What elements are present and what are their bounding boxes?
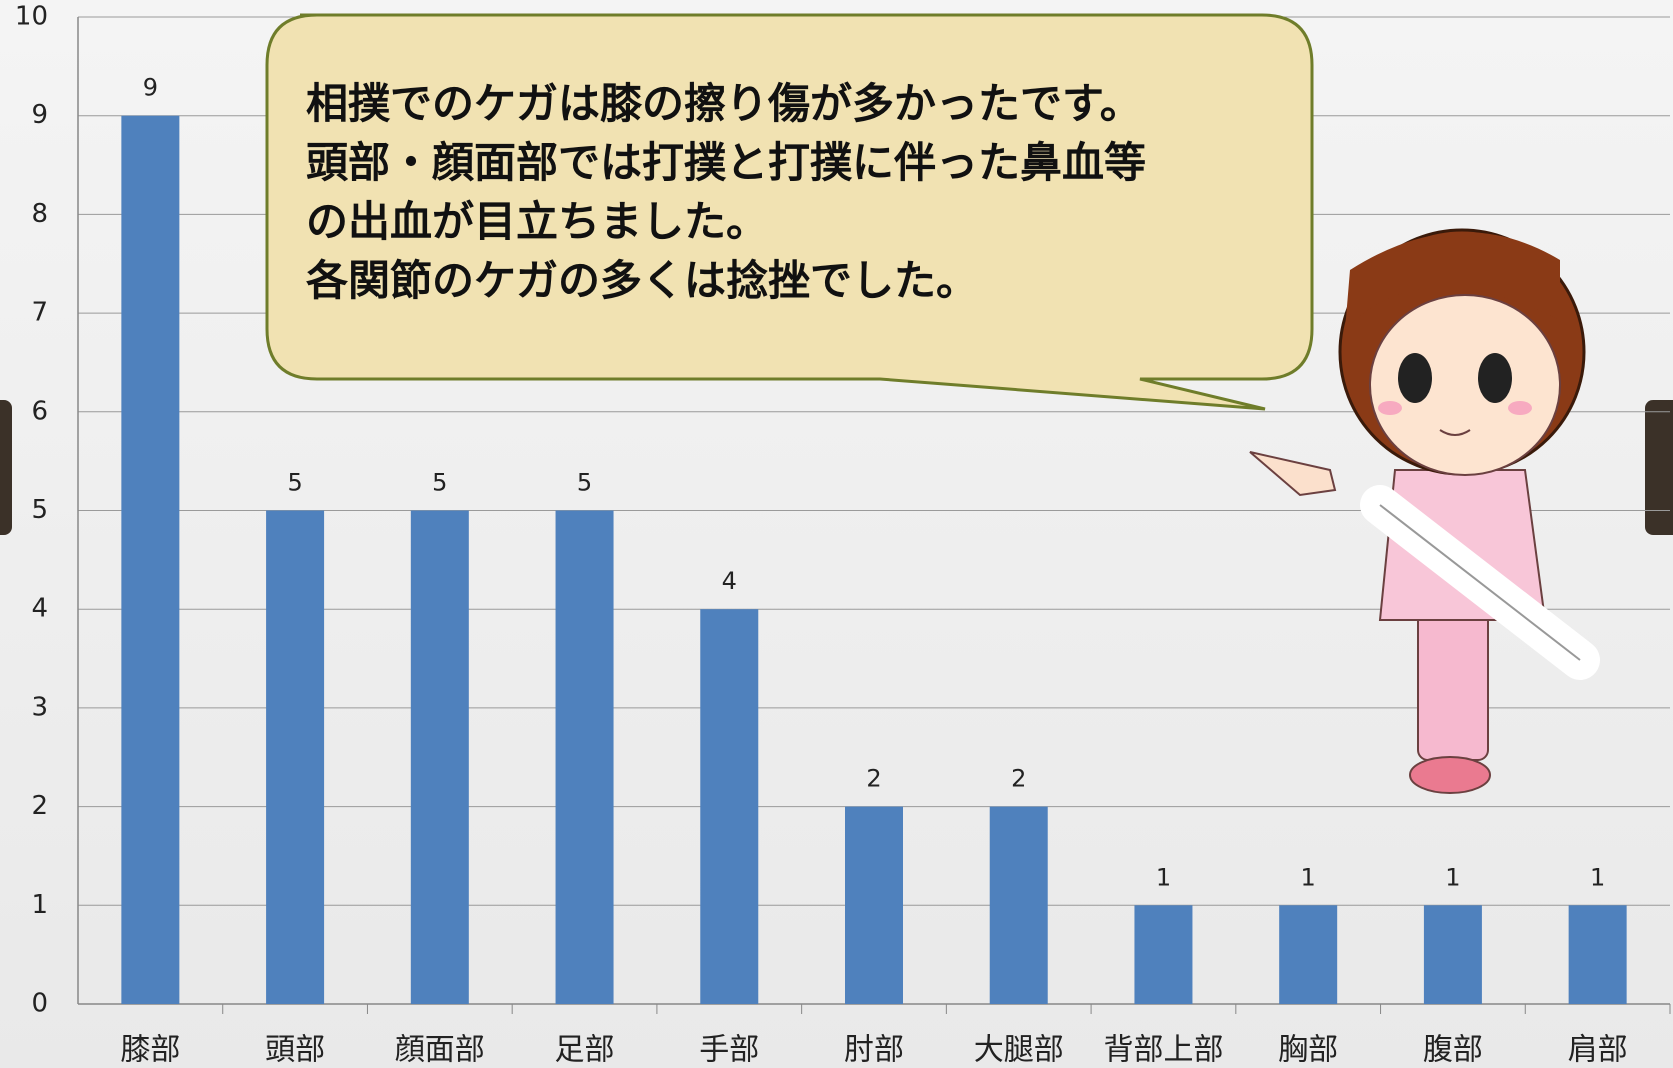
value-label: 1	[1156, 863, 1171, 891]
bar	[845, 806, 903, 1004]
x-tick-label: 顔面部	[395, 1033, 485, 1068]
side-tab	[1645, 400, 1673, 535]
bar	[410, 510, 469, 1004]
x-tick-label: 肩部	[1568, 1033, 1628, 1068]
y-tick-label: 6	[31, 396, 48, 426]
y-tick-label: 5	[31, 495, 48, 525]
value-label: 5	[432, 469, 447, 497]
plot: 0 1 2 3 4 5 6 7 8 9 10 膝部 9 頭部 5 顔面部 5 足部 5 手部 4 肘部 2 大腿部 2 背部上部 1…	[15, 2, 1671, 1068]
y-tick-label: 3	[31, 692, 48, 722]
bar	[989, 806, 1048, 1004]
x-tick-label: 膝部	[120, 1033, 180, 1068]
y-tick-label: 10	[15, 2, 48, 32]
bar	[266, 510, 325, 1004]
x-tick-label: 頭部	[265, 1033, 325, 1068]
y-tick-label: 0	[31, 989, 48, 1019]
speech-bubble	[265, 13, 1314, 411]
y-tick-label: 2	[31, 791, 48, 821]
bar	[700, 609, 759, 1004]
x-tick-label: 背部上部	[1103, 1033, 1223, 1068]
bar	[1134, 905, 1193, 1004]
value-label: 9	[143, 74, 158, 102]
y-tick-label: 7	[31, 298, 48, 328]
x-tick-label: 手部	[699, 1033, 759, 1068]
value-label: 5	[577, 469, 592, 497]
bar	[1423, 905, 1482, 1004]
side-tab	[0, 400, 12, 535]
y-tick-label: 8	[31, 199, 48, 229]
x-tick-label: 腹部	[1423, 1033, 1483, 1068]
x-tick-label: 胸部	[1278, 1033, 1338, 1068]
bar	[555, 510, 614, 1004]
annotation-line: の出血が目立ちました。	[306, 197, 768, 246]
value-label: 1	[1301, 863, 1316, 891]
annotation-line: 各関節のケガの多くは捻挫でした。	[306, 256, 978, 305]
x-tick-label: 大腿部	[974, 1033, 1064, 1068]
value-label: 4	[722, 567, 737, 595]
annotation-line: 頭部・顔面部では打撲と打撲に伴った鼻血等	[306, 138, 1146, 187]
y-tick-label: 4	[31, 594, 48, 624]
x-tick-label: 足部	[555, 1033, 615, 1068]
x-tick-label: 肘部	[844, 1033, 904, 1068]
y-tick-label: 9	[31, 100, 48, 130]
value-label: 1	[1445, 863, 1460, 891]
value-label: 5	[287, 469, 302, 497]
nurse-illustration	[1249, 228, 1600, 794]
y-tick-label: 1	[31, 890, 48, 920]
bar	[1279, 905, 1338, 1004]
bar	[121, 115, 180, 1004]
value-label: 1	[1590, 863, 1605, 891]
value-label: 2	[866, 765, 881, 793]
bar	[1568, 905, 1627, 1004]
value-label: 2	[1011, 765, 1026, 793]
annotation-line: 相撲でのケガは膝の擦り傷が多かったです。	[306, 79, 1142, 128]
